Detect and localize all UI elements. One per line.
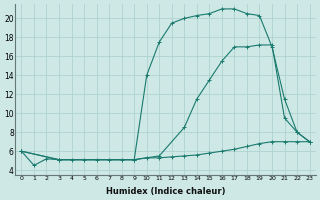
X-axis label: Humidex (Indice chaleur): Humidex (Indice chaleur) — [106, 187, 225, 196]
